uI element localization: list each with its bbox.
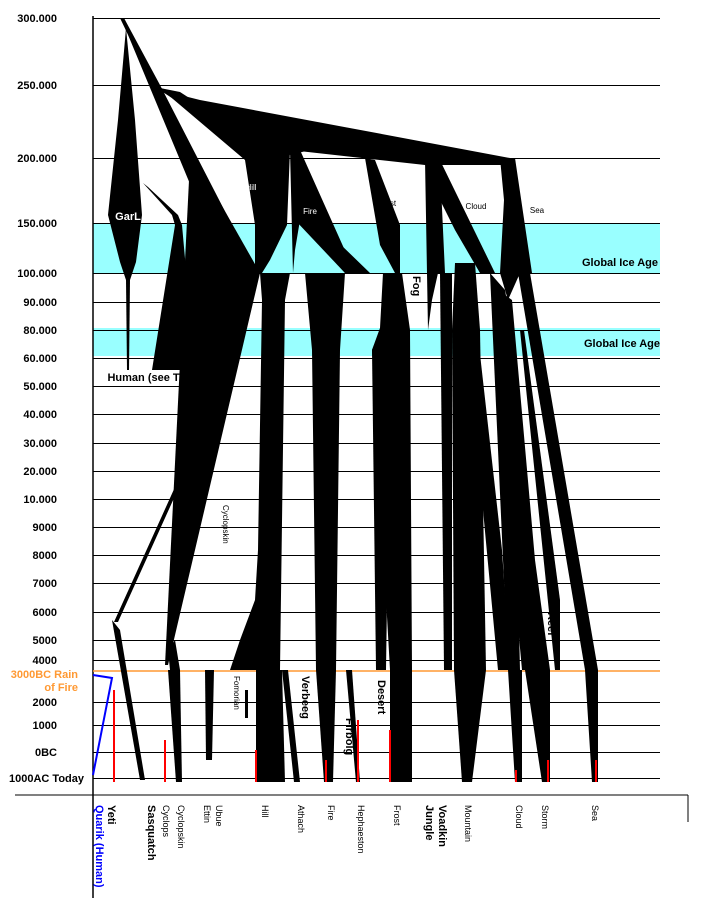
y-label: 1000 bbox=[33, 720, 57, 732]
xlabel-sea: Sea bbox=[590, 805, 600, 821]
desert-branch bbox=[372, 330, 390, 670]
fog-label: Fog bbox=[410, 276, 422, 296]
y-label: 60.000 bbox=[23, 353, 57, 365]
xlabel-cloud: Cloud bbox=[514, 805, 524, 829]
cloud-upper bbox=[425, 150, 495, 273]
y-label: 150.000 bbox=[17, 218, 57, 230]
y-label: 20.000 bbox=[23, 466, 57, 478]
y-label: 30.000 bbox=[23, 438, 57, 450]
hill-lower bbox=[256, 670, 285, 782]
y-label: 50.000 bbox=[23, 381, 57, 393]
fire-branch bbox=[305, 273, 345, 670]
xlabel-yeti: Yeti bbox=[105, 805, 117, 825]
cloud-lower bbox=[490, 273, 520, 670]
xlabel-ettin: Ettin bbox=[202, 805, 212, 823]
y-label: 6000 bbox=[33, 607, 57, 619]
quarik-line bbox=[92, 674, 114, 776]
y-label: 9000 bbox=[33, 522, 57, 534]
hill-upper bbox=[160, 88, 290, 273]
sea-upper bbox=[500, 158, 532, 300]
human-stem bbox=[126, 280, 130, 370]
cyclopskin-line bbox=[165, 160, 260, 665]
y-label: 0BC bbox=[35, 747, 57, 759]
y-label: 200.000 bbox=[17, 153, 57, 165]
cloud-bottom bbox=[508, 670, 522, 782]
y-label: 7000 bbox=[33, 578, 57, 590]
xlabel-cyclopskin: Cyclopskin bbox=[176, 805, 186, 849]
xlabel-athach: Athach bbox=[296, 805, 306, 833]
y-label: 5000 bbox=[33, 635, 57, 647]
sea-label: Sea bbox=[530, 206, 545, 215]
xlabel-mountain: Mountain bbox=[463, 805, 473, 842]
xlabel-quarik: Quarik (Human) bbox=[93, 805, 105, 888]
y-label-rain-of-fire: of Fire bbox=[44, 682, 78, 694]
hill-branch bbox=[230, 273, 290, 670]
hill-label: Hill bbox=[245, 183, 256, 192]
y-label: 2000 bbox=[33, 697, 57, 709]
y-axis-labels: 300.000 250.000 200.000 150.000 100.000 90.00… bbox=[9, 13, 85, 785]
xlabel-ubue: Ubue bbox=[214, 805, 224, 827]
athach-lower bbox=[282, 670, 300, 782]
fire-lower bbox=[316, 670, 336, 782]
cloud-label: Cloud bbox=[466, 202, 487, 211]
xlabel-jungle: Jungle bbox=[423, 805, 435, 840]
xlabel-frost: Frost bbox=[392, 805, 402, 826]
fire-upper bbox=[290, 150, 355, 273]
garl-label: GarL bbox=[115, 211, 141, 223]
x-axis-labels: Quarik (Human) Yeti Sasquatch Cyclops Cy… bbox=[93, 805, 600, 888]
hephaeston-lower bbox=[346, 670, 360, 782]
human-label: Human (see There) bbox=[107, 372, 206, 384]
xlabel-cyclops: Cyclops bbox=[161, 805, 171, 838]
red-markers bbox=[113, 690, 597, 782]
gigantopithecus-label: Gigantopithecus bbox=[231, 255, 243, 342]
verbeeg-label: Verbeeg bbox=[299, 676, 311, 719]
xlabel-hill: Hill bbox=[260, 805, 270, 818]
xlabel-fire: Fire bbox=[326, 805, 336, 821]
mountain-lower bbox=[454, 670, 486, 782]
fomorian-stub bbox=[245, 690, 248, 718]
firbolg-label: Firbolg bbox=[343, 718, 355, 755]
y-label: 80.000 bbox=[23, 325, 57, 337]
reef-label: Reef bbox=[545, 612, 557, 636]
desert-label: Desert bbox=[375, 680, 387, 715]
y-label: 90.000 bbox=[23, 297, 57, 309]
xlabel-voadkin: Voadkin bbox=[436, 805, 448, 847]
y-label: 100.000 bbox=[17, 268, 57, 280]
ice-age-label-2: Global Ice Age bbox=[584, 338, 660, 350]
xlabel-hephaeston: Hephaeston bbox=[356, 805, 366, 854]
sea-branch bbox=[518, 273, 598, 670]
sea-lower bbox=[585, 670, 598, 782]
ettin-lower bbox=[205, 670, 214, 760]
frost-lower bbox=[390, 670, 412, 782]
y-label: 300.000 bbox=[17, 13, 57, 25]
storm-lower bbox=[525, 670, 550, 782]
frost-label: Frost bbox=[378, 199, 397, 208]
y-label: 8000 bbox=[33, 550, 57, 562]
y-label-rain-of-fire: 3000BC Rain bbox=[11, 669, 79, 681]
y-label: 40.000 bbox=[23, 409, 57, 421]
ice-age-label-1: Global Ice Age bbox=[582, 257, 658, 269]
branches bbox=[108, 18, 598, 782]
fire-label: Fire bbox=[303, 207, 317, 216]
jungle-branch bbox=[440, 273, 452, 670]
reef-branch bbox=[520, 330, 560, 670]
mountain-branch bbox=[460, 265, 510, 670]
sasquatch-lower bbox=[112, 620, 145, 780]
garl-branch bbox=[108, 28, 142, 280]
xlabel-sasquatch: Sasquatch bbox=[145, 805, 157, 861]
xlabel-storm: Storm bbox=[540, 805, 550, 829]
y-label: 10.000 bbox=[23, 494, 57, 506]
fomorian-label: Fomorian bbox=[232, 676, 241, 710]
fog-branch bbox=[425, 160, 445, 330]
y-label: 250.000 bbox=[17, 80, 57, 92]
y-label: 4000 bbox=[33, 655, 57, 667]
cyclopskin-label: Cyclopskin bbox=[221, 505, 230, 544]
y-label: 1000AC Today bbox=[9, 773, 85, 785]
frost-upper bbox=[365, 158, 400, 273]
fire-wide bbox=[295, 210, 370, 273]
cyclopskin-lower bbox=[168, 670, 182, 782]
